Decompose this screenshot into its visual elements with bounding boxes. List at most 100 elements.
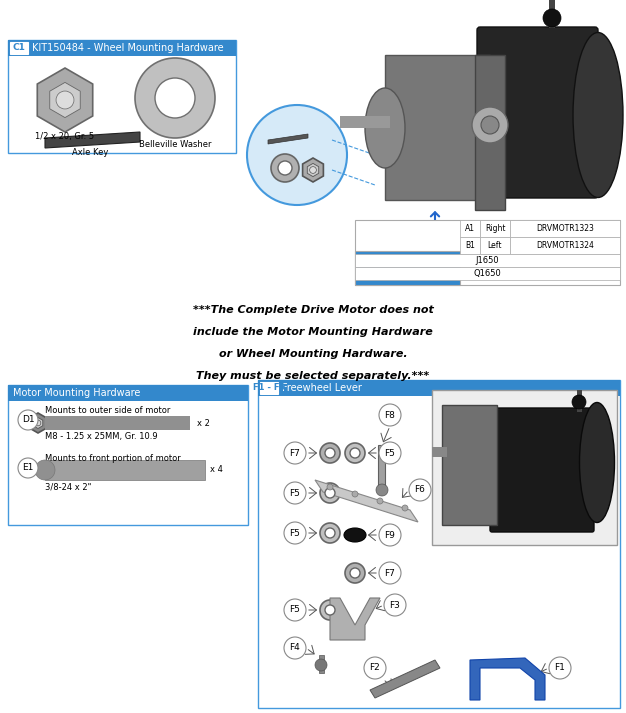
Text: F5: F5: [290, 528, 300, 538]
Circle shape: [350, 568, 360, 578]
FancyBboxPatch shape: [8, 40, 236, 56]
Circle shape: [549, 657, 571, 679]
Text: 3/8-24 x 2": 3/8-24 x 2": [45, 482, 91, 491]
Text: 1/2 x 20, Gr. 5: 1/2 x 20, Gr. 5: [36, 132, 95, 141]
FancyBboxPatch shape: [258, 380, 620, 708]
Polygon shape: [330, 598, 380, 640]
Text: F1: F1: [555, 664, 565, 672]
FancyBboxPatch shape: [8, 385, 248, 525]
FancyBboxPatch shape: [45, 416, 190, 430]
Circle shape: [278, 161, 292, 175]
Circle shape: [320, 523, 340, 543]
Circle shape: [352, 491, 358, 497]
Ellipse shape: [344, 528, 366, 542]
Text: F9: F9: [384, 530, 396, 540]
Circle shape: [271, 154, 299, 182]
Circle shape: [18, 410, 38, 430]
Circle shape: [377, 498, 383, 504]
FancyBboxPatch shape: [490, 408, 594, 532]
Circle shape: [325, 448, 335, 458]
FancyBboxPatch shape: [45, 460, 205, 480]
FancyBboxPatch shape: [355, 251, 460, 285]
Circle shape: [572, 395, 586, 409]
Circle shape: [350, 448, 360, 458]
Circle shape: [345, 563, 365, 583]
FancyBboxPatch shape: [432, 390, 617, 545]
Text: DRVMOTR1324: DRVMOTR1324: [536, 241, 594, 250]
Circle shape: [379, 562, 401, 584]
Polygon shape: [302, 158, 324, 182]
Text: F1 - F9: F1 - F9: [253, 384, 285, 392]
FancyBboxPatch shape: [10, 42, 28, 54]
Text: F7: F7: [290, 448, 300, 458]
Polygon shape: [45, 132, 140, 148]
Text: DRVMOTR1323: DRVMOTR1323: [536, 224, 594, 233]
Text: E1: E1: [23, 463, 34, 473]
FancyBboxPatch shape: [442, 405, 497, 525]
FancyBboxPatch shape: [8, 385, 248, 401]
Text: They must be selected separately.***: They must be selected separately.***: [197, 371, 429, 381]
FancyBboxPatch shape: [577, 390, 582, 412]
Text: x 4: x 4: [210, 466, 223, 474]
Text: Left: Left: [488, 241, 502, 250]
Circle shape: [345, 443, 365, 463]
Text: A1: A1: [465, 224, 475, 233]
Circle shape: [364, 657, 386, 679]
Circle shape: [325, 488, 335, 498]
FancyBboxPatch shape: [480, 237, 510, 254]
Polygon shape: [370, 660, 440, 698]
Ellipse shape: [580, 403, 615, 523]
Text: Mounts to outer side of motor: Mounts to outer side of motor: [45, 406, 170, 415]
Circle shape: [247, 105, 347, 205]
Circle shape: [310, 167, 316, 173]
Text: include the Motor Mounting Hardware: include the Motor Mounting Hardware: [193, 327, 433, 337]
FancyBboxPatch shape: [460, 220, 480, 237]
Circle shape: [481, 116, 499, 134]
Polygon shape: [268, 134, 308, 144]
Circle shape: [315, 659, 327, 671]
Polygon shape: [29, 413, 47, 433]
Circle shape: [320, 443, 340, 463]
Circle shape: [284, 637, 306, 659]
Text: Freewheel Lever: Freewheel Lever: [282, 383, 362, 393]
FancyBboxPatch shape: [510, 220, 620, 237]
Circle shape: [543, 9, 561, 27]
Text: Belleville Washer: Belleville Washer: [139, 140, 211, 149]
Text: F4: F4: [290, 644, 300, 652]
Text: F5: F5: [290, 605, 300, 615]
FancyBboxPatch shape: [258, 380, 620, 396]
FancyBboxPatch shape: [340, 116, 390, 128]
Polygon shape: [470, 658, 545, 700]
Circle shape: [325, 528, 335, 538]
Text: F5: F5: [384, 448, 396, 458]
Text: Axle Key: Axle Key: [72, 148, 108, 157]
Circle shape: [284, 482, 306, 504]
Text: F8: F8: [384, 411, 396, 419]
FancyBboxPatch shape: [319, 655, 324, 673]
Text: Right: Right: [485, 224, 505, 233]
FancyBboxPatch shape: [378, 445, 385, 490]
Text: F2: F2: [369, 664, 381, 672]
Polygon shape: [307, 163, 319, 177]
Text: B1: B1: [465, 241, 475, 250]
Text: Complete Drive Motors: Complete Drive Motors: [359, 232, 456, 242]
FancyBboxPatch shape: [475, 55, 505, 210]
Circle shape: [135, 58, 215, 138]
Text: Mounts to front portion of motor: Mounts to front portion of motor: [45, 454, 181, 463]
Circle shape: [320, 483, 340, 503]
Text: or Wheel Mounting Hardware.: or Wheel Mounting Hardware.: [218, 349, 408, 359]
Circle shape: [320, 600, 340, 620]
FancyBboxPatch shape: [480, 220, 510, 237]
Circle shape: [327, 484, 333, 490]
Circle shape: [155, 78, 195, 118]
FancyBboxPatch shape: [260, 382, 278, 394]
Text: M8 - 1.25 x 25MM, Gr. 10.9: M8 - 1.25 x 25MM, Gr. 10.9: [45, 432, 158, 441]
Text: C1: C1: [13, 43, 26, 53]
Circle shape: [409, 479, 431, 501]
Text: F7: F7: [384, 568, 396, 578]
Ellipse shape: [573, 33, 623, 198]
Text: J1650: J1650: [476, 256, 500, 265]
Circle shape: [284, 522, 306, 544]
FancyBboxPatch shape: [477, 27, 598, 198]
Polygon shape: [315, 480, 418, 522]
